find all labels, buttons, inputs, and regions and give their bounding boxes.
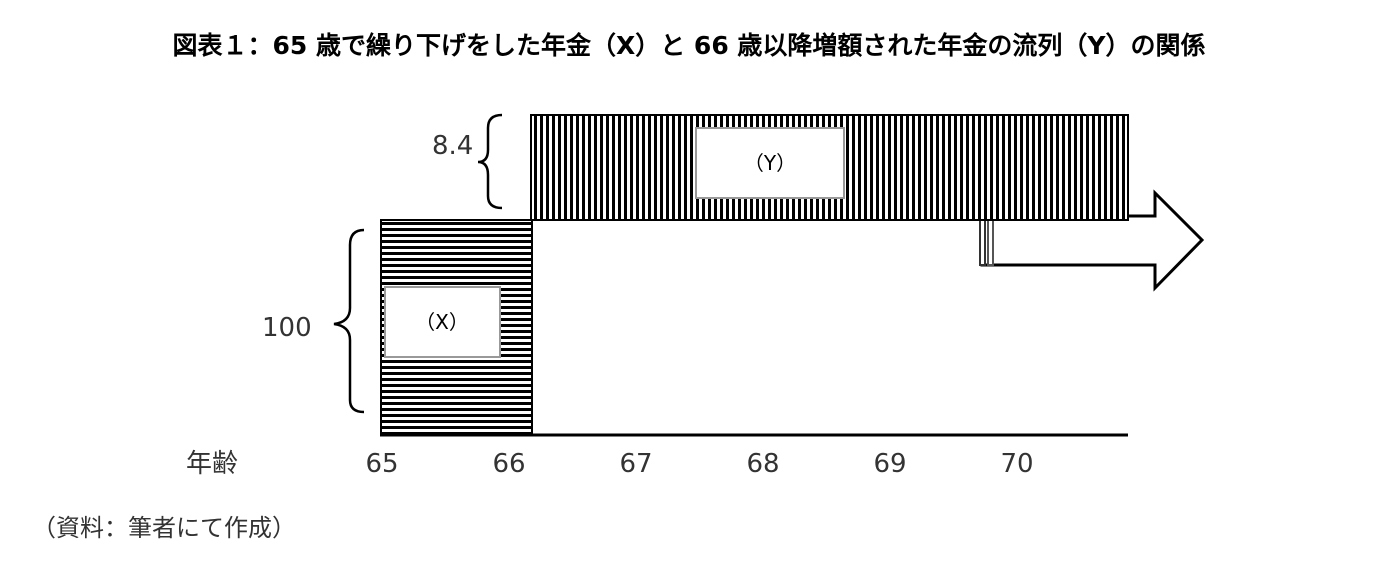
age-tick-65: 65 [365,449,398,479]
age-tick-66: 66 [492,449,525,479]
figure-title: 図表１：65 歳で繰り下げをした年金（X）と 66 歳以降増額された年金の流列（… [172,31,1206,60]
y-label-box [695,127,845,199]
age-tick-68: 68 [746,449,779,479]
age-ticks: 65 66 67 68 69 70 [365,449,1033,479]
age-axis-label: 年齢 [186,449,238,479]
y-box-label: （Y） [744,151,796,175]
age-tick-70: 70 [1000,449,1033,479]
source-note: （資料：筆者にて作成） [32,514,296,542]
y-brace [477,113,503,210]
x-value-label: 100 [262,313,312,343]
x-label-box [384,286,501,358]
y-value-label: 8.4 [432,131,473,161]
age-tick-69: 69 [873,449,906,479]
age-tick-67: 67 [619,449,652,479]
x-box-label: （X） [415,310,469,334]
x-brace [333,228,365,414]
